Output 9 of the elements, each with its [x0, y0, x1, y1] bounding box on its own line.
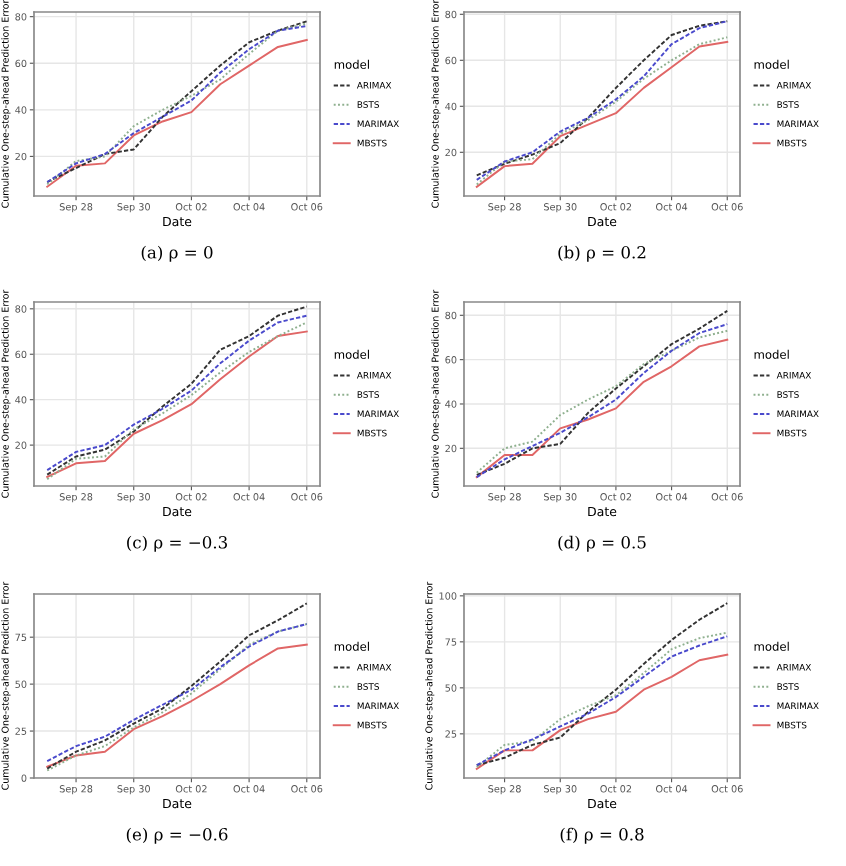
- line-series: [475, 602, 729, 767]
- text: (d) ρ = 0.5: [558, 535, 646, 552]
- text: (b) ρ = 0.2: [558, 245, 646, 262]
- text: (e) ρ = −0.6: [126, 827, 228, 844]
- text: (c) ρ = −0.3: [127, 535, 227, 552]
- text: (a) ρ = 0: [141, 245, 213, 262]
- text: (f) ρ = 0.8: [560, 827, 644, 844]
- line-series: [46, 643, 308, 768]
- line-series: [475, 653, 729, 770]
